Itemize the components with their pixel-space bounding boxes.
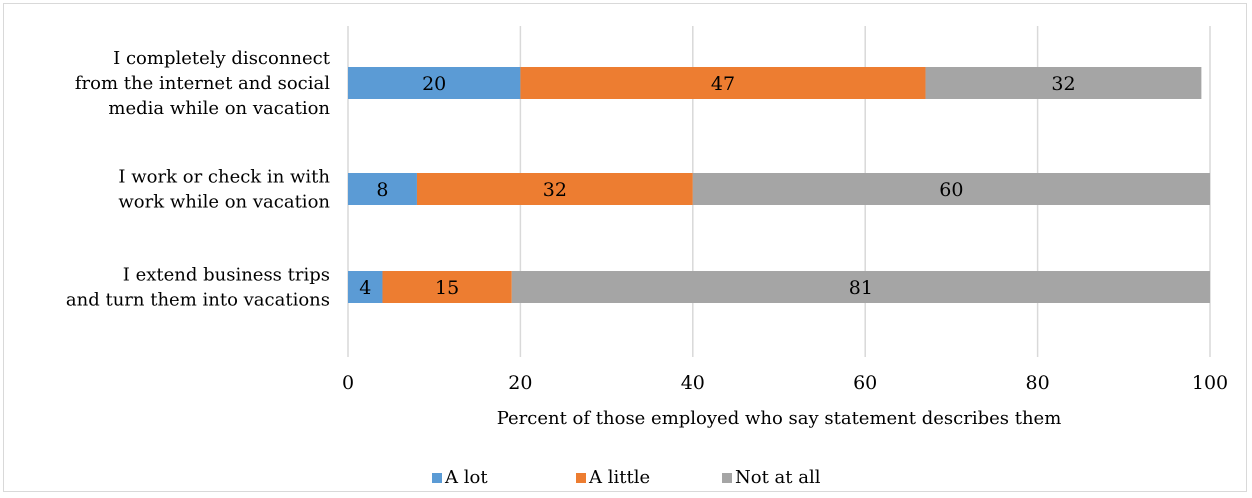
bar-segment (348, 271, 383, 303)
bar-segment (511, 271, 1210, 303)
x-tick-label: 100 (1192, 372, 1228, 394)
bar-segment (416, 173, 693, 205)
category-label: from the internet and social (75, 73, 330, 94)
data-label: 8 (376, 179, 388, 201)
bar-segment (925, 67, 1202, 99)
legend-swatch (576, 473, 586, 483)
bar-segment (382, 271, 512, 303)
bar-segment (520, 67, 926, 99)
data-label: 60 (939, 179, 963, 201)
bar-segment (348, 67, 521, 99)
stacked-bar-chart: 0 20 40 60 80 100 Percent of those employed wh… (66, 26, 1228, 488)
x-tick-label: 80 (1026, 372, 1050, 394)
category-label: work while on vacation (118, 192, 330, 213)
x-tick-label: 40 (681, 372, 705, 394)
legend-label: Not at all (735, 467, 821, 488)
category-label: media while on vacation (108, 98, 330, 119)
bar-segment (692, 173, 1210, 205)
data-label: 47 (711, 73, 735, 95)
x-tick-label: 20 (508, 372, 532, 394)
data-label: 32 (543, 179, 567, 201)
data-label: 20 (422, 73, 446, 95)
category-label: I work or check in with (118, 167, 330, 188)
bar-segment (348, 173, 417, 205)
data-label: 15 (435, 277, 459, 299)
category-label: I extend business trips (123, 265, 330, 286)
legend-swatch (722, 473, 732, 483)
category-label: and turn them into vacations (66, 290, 330, 311)
x-tick-label: 0 (342, 372, 354, 394)
legend-swatch (432, 473, 442, 483)
x-tick-label: 60 (853, 372, 877, 394)
data-label: 32 (1051, 73, 1075, 95)
legend-label: A lot (444, 467, 488, 488)
data-label: 81 (849, 277, 873, 299)
category-label: I completely disconnect (113, 48, 331, 69)
chart-frame: 0 20 40 60 80 100 Percent of those employed wh… (3, 3, 1247, 492)
x-axis-title: Percent of those employed who say statem… (497, 408, 1062, 429)
legend-label: A little (588, 467, 650, 488)
data-label: 4 (359, 277, 371, 299)
